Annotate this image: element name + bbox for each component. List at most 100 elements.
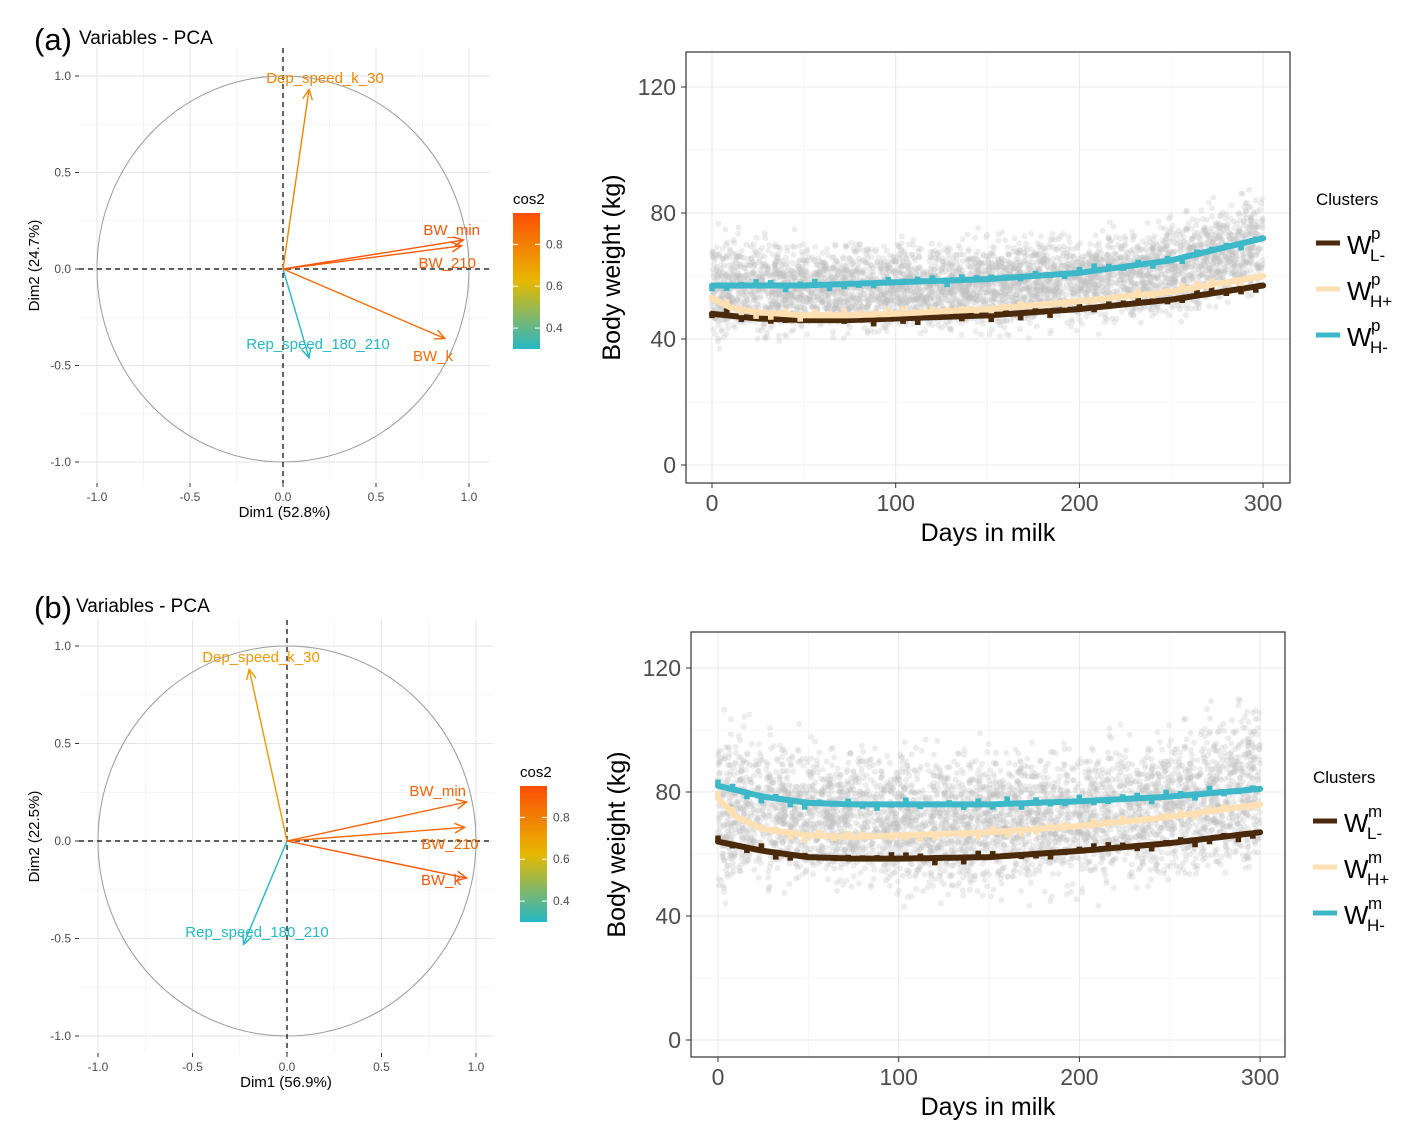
observation-point xyxy=(1118,246,1125,253)
observation-point xyxy=(1026,285,1033,292)
observation-point xyxy=(1019,296,1026,303)
observation-point xyxy=(787,276,794,283)
observation-point xyxy=(1245,231,1252,238)
observation-point xyxy=(812,244,819,251)
observation-point xyxy=(908,290,915,297)
observation-point xyxy=(898,233,905,240)
observation-point xyxy=(1046,241,1053,248)
legend-tick-label: 0.4 xyxy=(553,894,570,908)
observation-point xyxy=(848,270,855,277)
observation-point xyxy=(750,241,757,248)
observation-point xyxy=(1054,246,1061,253)
observation-point xyxy=(823,300,830,307)
observation-point xyxy=(1167,248,1174,255)
observation-point xyxy=(1187,244,1194,251)
observation-point xyxy=(977,288,984,295)
observation-point xyxy=(1214,274,1221,281)
observation-point xyxy=(917,330,924,337)
observation-point xyxy=(974,263,981,270)
observation-point xyxy=(848,271,855,278)
observation-point xyxy=(942,292,949,299)
legend-tick-label: 0.8 xyxy=(546,237,563,251)
observation-point xyxy=(771,243,778,250)
observation-point xyxy=(910,241,917,248)
observation-point xyxy=(823,758,830,765)
observation-point xyxy=(1188,225,1195,232)
observation-point xyxy=(877,300,884,307)
observation-point xyxy=(897,298,904,305)
observation-point xyxy=(912,295,919,302)
observation-point xyxy=(837,268,844,275)
observation-point xyxy=(757,293,764,300)
observation-point xyxy=(998,318,1005,325)
legend-label-sup: p xyxy=(1371,224,1380,243)
observation-point xyxy=(816,262,823,269)
observation-point xyxy=(1255,260,1262,267)
observation-point xyxy=(921,297,928,304)
observation-point xyxy=(1177,231,1184,238)
observation-point xyxy=(749,259,756,266)
observation-point xyxy=(942,321,949,328)
observation-point xyxy=(1219,209,1226,216)
variable-label: Dep_speed_k_30 xyxy=(266,70,384,87)
observation-point xyxy=(1149,241,1156,248)
observation-point xyxy=(981,876,988,883)
observation-point xyxy=(1188,305,1195,312)
observation-point xyxy=(1004,284,1011,291)
observation-point xyxy=(1124,254,1131,261)
observation-point xyxy=(765,241,772,248)
observation-point xyxy=(1230,218,1237,225)
observation-point xyxy=(842,274,849,281)
observation-point xyxy=(753,234,760,241)
observation-point xyxy=(1175,268,1182,275)
observation-point xyxy=(1228,261,1235,268)
observation-point xyxy=(944,248,951,255)
observation-point xyxy=(843,264,850,271)
observation-point xyxy=(1245,204,1252,211)
observation-point xyxy=(848,303,855,310)
observation-point xyxy=(1073,327,1080,334)
observation-point xyxy=(1012,280,1019,287)
x-tick-label: 100 xyxy=(877,490,915,516)
observation-point xyxy=(1004,243,1011,250)
observation-point xyxy=(865,249,872,256)
observation-point xyxy=(1211,258,1218,265)
legend-tick-label: 0.4 xyxy=(546,321,563,335)
observation-point xyxy=(1053,281,1060,288)
y-tick-label: -0.5 xyxy=(50,932,71,946)
observation-point xyxy=(793,287,800,294)
observation-point xyxy=(1117,243,1124,250)
observation-point xyxy=(957,285,964,292)
observation-point xyxy=(814,293,821,300)
observation-point xyxy=(1077,240,1084,247)
observation-point xyxy=(1068,282,1075,289)
observation-point xyxy=(972,282,979,289)
y-axis-title: Dim2 (24.7%) xyxy=(26,220,43,312)
observation-point xyxy=(769,271,776,278)
observation-point xyxy=(1196,299,1203,306)
observation-point xyxy=(1102,311,1109,318)
observation-point xyxy=(1072,284,1079,291)
panel-label: (a) xyxy=(34,22,72,57)
observation-point xyxy=(765,247,772,254)
observation-point xyxy=(1023,294,1030,301)
observation-point xyxy=(1226,259,1233,266)
observation-point xyxy=(1197,235,1204,242)
observation-point xyxy=(1169,235,1176,242)
observation-point xyxy=(827,275,834,282)
observation-point xyxy=(1002,266,1009,273)
x-axis-title: Dim1 (52.8%) xyxy=(239,504,331,521)
observation-point xyxy=(1183,269,1190,276)
observation-point xyxy=(750,296,757,303)
x-tick-label: -1.0 xyxy=(88,1060,109,1074)
observation-point xyxy=(908,251,915,258)
observation-point xyxy=(863,251,870,258)
observation-point xyxy=(813,303,820,310)
observation-point xyxy=(808,298,815,305)
observation-point xyxy=(843,298,850,305)
observation-point xyxy=(874,302,881,309)
observation-point xyxy=(1259,216,1266,223)
observation-point xyxy=(924,293,931,300)
observation-point xyxy=(1083,278,1090,285)
x-tick-label: 0.5 xyxy=(368,490,385,504)
